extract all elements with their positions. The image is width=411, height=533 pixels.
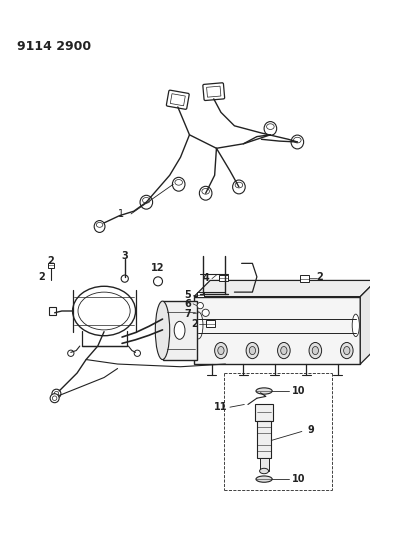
Bar: [206, 320, 215, 327]
Ellipse shape: [256, 388, 272, 394]
Text: 11: 11: [214, 402, 228, 412]
Bar: [197, 292, 204, 297]
Ellipse shape: [246, 343, 259, 359]
Ellipse shape: [291, 135, 304, 149]
Circle shape: [68, 350, 74, 357]
Ellipse shape: [260, 469, 268, 474]
Ellipse shape: [312, 346, 319, 354]
Text: 10: 10: [291, 386, 305, 396]
Text: 6: 6: [184, 299, 191, 309]
Text: 2: 2: [192, 319, 198, 328]
Circle shape: [54, 391, 59, 396]
Ellipse shape: [267, 124, 274, 130]
Text: 1: 1: [118, 209, 124, 219]
Circle shape: [121, 275, 128, 282]
Bar: [194, 297, 360, 364]
Ellipse shape: [281, 346, 287, 354]
Text: 7: 7: [184, 309, 191, 319]
Ellipse shape: [344, 346, 350, 354]
Polygon shape: [360, 280, 376, 364]
Ellipse shape: [174, 321, 185, 340]
Ellipse shape: [155, 301, 170, 360]
Circle shape: [52, 389, 61, 398]
Bar: [48, 263, 54, 268]
Text: 3: 3: [121, 251, 128, 261]
Circle shape: [197, 302, 203, 309]
Circle shape: [134, 350, 141, 357]
Ellipse shape: [78, 292, 130, 330]
Text: 9114 2900: 9114 2900: [17, 39, 91, 53]
Ellipse shape: [199, 187, 212, 200]
Ellipse shape: [96, 222, 103, 227]
Text: 12: 12: [151, 263, 165, 273]
Bar: [162, 301, 197, 360]
Ellipse shape: [264, 122, 277, 135]
Ellipse shape: [94, 221, 105, 232]
Text: 10: 10: [291, 474, 305, 484]
Text: 5: 5: [184, 290, 191, 300]
Ellipse shape: [235, 182, 242, 188]
Bar: [207, 86, 221, 97]
Ellipse shape: [249, 346, 256, 354]
Bar: [255, 405, 273, 421]
Ellipse shape: [140, 195, 152, 209]
Ellipse shape: [215, 343, 227, 359]
Text: 2: 2: [39, 272, 46, 282]
Circle shape: [154, 277, 162, 286]
Bar: [257, 421, 271, 458]
Ellipse shape: [256, 476, 272, 482]
Ellipse shape: [202, 189, 210, 194]
Text: 9: 9: [307, 425, 314, 434]
Ellipse shape: [277, 343, 290, 359]
Circle shape: [50, 394, 59, 403]
Bar: [260, 458, 268, 471]
Circle shape: [202, 309, 209, 317]
Ellipse shape: [352, 314, 359, 337]
Ellipse shape: [340, 343, 353, 359]
Ellipse shape: [218, 346, 224, 354]
Ellipse shape: [73, 286, 136, 336]
Bar: [49, 306, 56, 316]
Ellipse shape: [175, 180, 182, 185]
Bar: [170, 94, 185, 106]
Ellipse shape: [233, 180, 245, 194]
Ellipse shape: [143, 198, 150, 203]
Circle shape: [52, 396, 57, 400]
Ellipse shape: [172, 177, 185, 191]
Text: 4: 4: [202, 273, 209, 282]
Ellipse shape: [309, 343, 322, 359]
Ellipse shape: [293, 138, 301, 143]
Bar: [219, 274, 228, 281]
FancyBboxPatch shape: [203, 83, 225, 101]
Ellipse shape: [194, 312, 203, 339]
Bar: [300, 276, 309, 282]
Text: 2: 2: [48, 256, 54, 265]
Text: 2: 2: [316, 272, 323, 282]
Polygon shape: [194, 280, 376, 297]
FancyBboxPatch shape: [166, 90, 189, 109]
